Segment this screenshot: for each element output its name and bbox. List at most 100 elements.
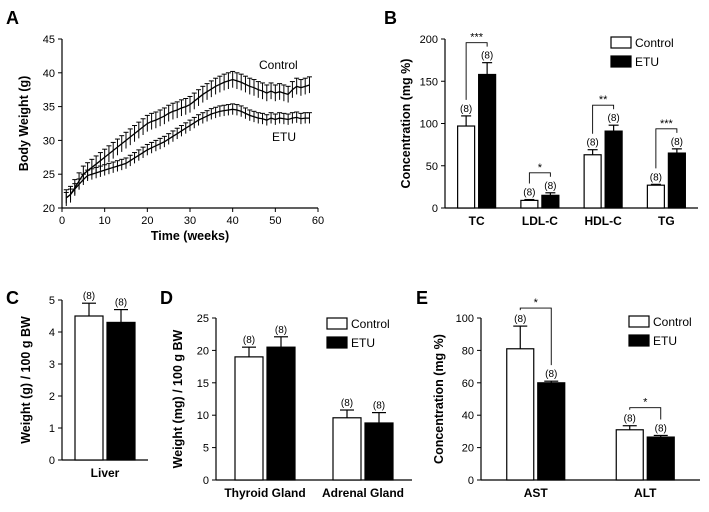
- y-tick-label: 40: [462, 410, 474, 422]
- panel-e-bar-chart: 0 20 40 60 80 100 Concentration (mg %) (8) (8) AS…: [432, 297, 700, 500]
- panel-a-line-chart: 20 25 30 35 40 45 Body Weight (g) 0 10 20 30 40 50 60…: [17, 34, 324, 243]
- legend-label-etu: ETU: [351, 336, 375, 350]
- x-tick-label: 20: [141, 215, 153, 227]
- category-label: Liver: [91, 466, 120, 480]
- y-tick-label: 15: [197, 378, 209, 390]
- y-axis-title: Body Weight (g): [17, 76, 31, 172]
- sample-size-label: (8): [83, 291, 95, 302]
- legend-swatch-etu: [628, 334, 650, 347]
- sample-size-label: (8): [243, 335, 255, 346]
- y-tick-label: 0: [468, 475, 474, 487]
- x-tick-label: 0: [59, 215, 65, 227]
- category-label: HDL-C: [584, 214, 622, 228]
- significance-label: *: [534, 297, 539, 309]
- panel-c-letter: C: [6, 288, 19, 308]
- bar-control: [615, 429, 644, 481]
- panel-b-letter: B: [384, 8, 397, 28]
- legend-label-etu: ETU: [653, 334, 677, 348]
- y-tick-label: 1: [49, 423, 55, 435]
- sample-size-label: (8): [587, 138, 599, 149]
- sample-size-label: (8): [514, 314, 526, 325]
- significance-bracket: [465, 42, 488, 100]
- y-axis-title: Weight (g) / 100 g BW: [19, 316, 33, 444]
- y-tick-label: 20: [197, 345, 209, 357]
- sample-size-label: (8): [341, 398, 353, 409]
- y-tick-label: 100: [420, 119, 438, 131]
- bar-etu: [604, 130, 623, 209]
- bar-control: [520, 199, 539, 209]
- bar-etu: [537, 382, 566, 481]
- significance-bracket: [592, 104, 615, 134]
- legend-swatch-control: [326, 317, 348, 330]
- panel-e-letter: E: [416, 288, 428, 308]
- category-label: ALT: [634, 486, 657, 500]
- y-tick-label: 100: [456, 313, 474, 325]
- bar-etu: [106, 321, 136, 461]
- bar-etu: [646, 436, 675, 481]
- bar-control: [506, 348, 535, 481]
- y-tick-label: 10: [197, 410, 209, 422]
- sample-size-label: (8): [545, 369, 557, 380]
- y-tick-label: 50: [426, 161, 438, 173]
- bar-control: [583, 154, 602, 209]
- y-tick-label: 5: [49, 295, 55, 307]
- category-label: Adrenal Gland: [322, 486, 404, 500]
- legend-label-control: Control: [653, 315, 692, 329]
- category-label: Thyroid Gland: [224, 486, 305, 500]
- y-tick-label: 80: [462, 345, 474, 357]
- legend-label-control: Control: [635, 36, 674, 50]
- sample-size-label: (8): [373, 401, 385, 412]
- x-tick-label: 50: [269, 215, 281, 227]
- bar-etu: [478, 73, 497, 209]
- significance-label: **: [599, 94, 608, 106]
- bar-etu: [541, 194, 560, 209]
- panel-a-letter: A: [6, 8, 19, 28]
- x-tick-label: 60: [312, 215, 324, 227]
- y-tick-label: 25: [43, 169, 55, 181]
- significance-label: ***: [470, 32, 484, 44]
- y-tick-label: 2: [49, 391, 55, 403]
- bar-control: [646, 184, 665, 209]
- significance-label: *: [538, 162, 543, 174]
- category-label: AST: [524, 486, 549, 500]
- sample-size-label: (8): [671, 137, 683, 148]
- bar-etu: [364, 422, 394, 481]
- y-tick-label: 4: [49, 327, 55, 339]
- x-tick-label: 10: [99, 215, 111, 227]
- series-line-control: [65, 78, 310, 199]
- y-tick-label: 30: [43, 135, 55, 147]
- sample-size-label: (8): [523, 188, 535, 199]
- x-tick-label: 40: [227, 215, 239, 227]
- significance-label: ***: [660, 118, 674, 130]
- significance-bracket: [629, 407, 662, 420]
- bar-control: [332, 417, 362, 481]
- legend-label-control: Control: [351, 317, 390, 331]
- sample-size-label: (8): [481, 51, 493, 62]
- sample-size-label: (8): [655, 423, 667, 434]
- panel-c-bar-chart: 0 1 2 3 4 5 Weight (g) / 100 g BW (8) (8) Liver: [19, 291, 148, 480]
- bar-control: [457, 125, 476, 209]
- significance-label: *: [643, 397, 648, 409]
- panel-d-letter: D: [160, 288, 173, 308]
- sample-size-label: (8): [608, 113, 620, 124]
- legend-swatch-control: [628, 315, 650, 328]
- sample-size-label: (8): [115, 298, 127, 309]
- y-tick-label: 25: [197, 313, 209, 325]
- y-axis-title: Weight (mg) / 100 g BW: [171, 329, 185, 468]
- y-axis-title: Concentration (mg %): [432, 334, 446, 464]
- significance-bracket: [519, 307, 552, 366]
- y-tick-label: 0: [49, 455, 55, 467]
- significance-bracket: [655, 128, 678, 169]
- y-tick-label: 45: [43, 34, 55, 46]
- legend-swatch-etu: [610, 55, 632, 68]
- bar-etu: [266, 346, 296, 481]
- y-tick-label: 60: [462, 378, 474, 390]
- y-tick-label: 0: [203, 475, 209, 487]
- series-label-etu: ETU: [272, 130, 296, 144]
- significance-bracket: [528, 172, 551, 184]
- x-tick-label: 30: [184, 215, 196, 227]
- y-tick-label: 0: [432, 203, 438, 215]
- sample-size-label: (8): [624, 414, 636, 425]
- y-tick-label: 5: [203, 443, 209, 455]
- y-axis-title: Concentration (mg %): [399, 59, 413, 189]
